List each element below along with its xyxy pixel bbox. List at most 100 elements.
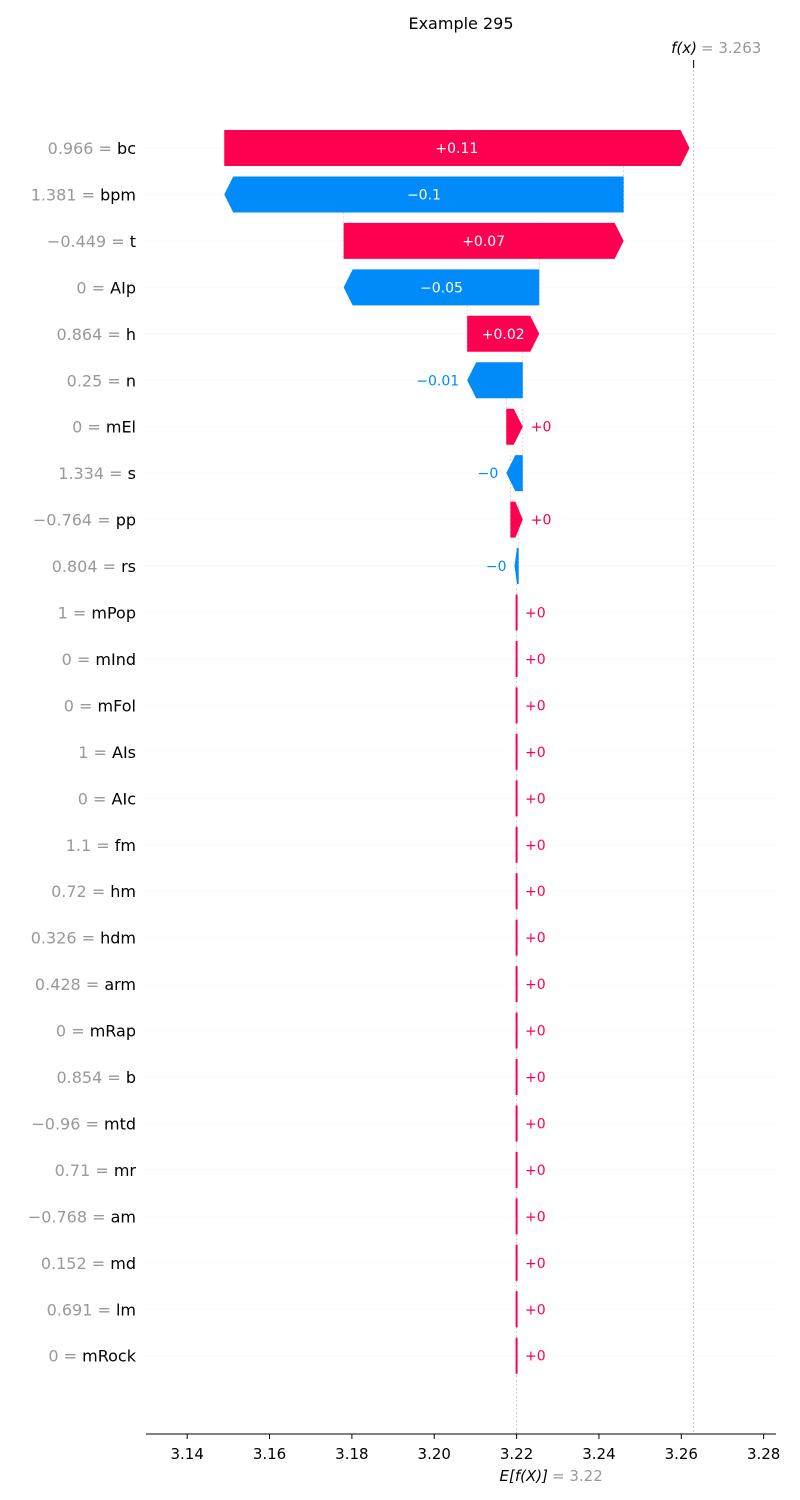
feature-label: 0.864 = h bbox=[56, 325, 136, 344]
x-tick-label: 3.26 bbox=[665, 1445, 698, 1463]
feature-label: 0 = mFol bbox=[64, 696, 136, 715]
bar bbox=[343, 269, 540, 306]
bar-value-label: +0 bbox=[525, 1163, 546, 1179]
bar-value-label: +0 bbox=[525, 1256, 546, 1272]
feature-value: 0.72 = bbox=[51, 882, 110, 901]
x-tick-label: 3.14 bbox=[170, 1445, 203, 1463]
fx-value-text: = 3.263 bbox=[701, 39, 761, 57]
x-tick-label: 3.28 bbox=[747, 1445, 780, 1463]
feature-value: 0.966 = bbox=[48, 139, 117, 158]
feature-label: 1.334 = s bbox=[58, 464, 136, 483]
feature-name: mRap bbox=[90, 1022, 136, 1041]
bar bbox=[506, 455, 523, 492]
feature-label: 0.152 = md bbox=[41, 1254, 136, 1273]
bar-value-label: +0.07 bbox=[462, 234, 505, 250]
feature-name: b bbox=[126, 1068, 136, 1087]
feature-value: 0.804 = bbox=[52, 557, 121, 576]
feature-value: 0 = bbox=[72, 418, 106, 437]
bar bbox=[343, 222, 624, 259]
feature-value: 1 = bbox=[78, 743, 112, 762]
feature-value: 0 = bbox=[56, 1022, 90, 1041]
feature-value: 0.854 = bbox=[56, 1068, 125, 1087]
feature-value: 0.326 = bbox=[31, 929, 100, 948]
feature-label: 0.326 = hdm bbox=[31, 929, 136, 948]
feature-value: 0 = bbox=[62, 650, 96, 669]
bar-value-label: +0 bbox=[525, 931, 546, 947]
feature-name: mr bbox=[114, 1161, 137, 1180]
feature-label: 1.1 = fm bbox=[66, 836, 136, 855]
bar-value-label: +0 bbox=[525, 698, 546, 714]
bar-value-label: −0.05 bbox=[420, 280, 463, 296]
feature-label: 0.71 = mr bbox=[55, 1161, 137, 1180]
feature-name: mFol bbox=[98, 696, 136, 715]
ex-annotation: E[f(X)] = 3.22 bbox=[500, 1467, 603, 1485]
bar bbox=[224, 130, 690, 166]
feature-name: mPop bbox=[91, 604, 136, 623]
feature-value: 0.152 = bbox=[41, 1254, 110, 1273]
bar-value-label: +0 bbox=[525, 1070, 546, 1086]
row-labels: 0.966 = bc +0.11 1.381 = bpm −0.1 −0.449 = t… bbox=[28, 139, 552, 1366]
feature-label: 0 = mEl bbox=[72, 418, 136, 437]
feature-label: 0.428 = arm bbox=[35, 975, 136, 994]
feature-label: 0.691 = lm bbox=[47, 1300, 136, 1319]
bar-value-label: +0 bbox=[525, 884, 546, 900]
feature-label: 0 = mInd bbox=[62, 650, 136, 669]
x-tick-label: 3.24 bbox=[582, 1445, 615, 1463]
feature-value: 1 = bbox=[58, 604, 92, 623]
feature-name: md bbox=[110, 1254, 136, 1273]
bar-value-label: +0 bbox=[525, 652, 546, 668]
bar-value-label: +0.11 bbox=[435, 141, 478, 157]
feature-label: 0 = mRock bbox=[48, 1347, 136, 1366]
feature-name: h bbox=[126, 325, 136, 344]
x-axis: 3.14 3.16 3.18 3.20 3.22 3.24 3.26 3.28 bbox=[146, 1433, 780, 1463]
feature-label: 0.25 = n bbox=[67, 371, 136, 390]
bar bbox=[510, 501, 523, 538]
feature-label: 1.381 = bpm bbox=[31, 185, 136, 204]
bar-value-label: +0 bbox=[525, 1302, 546, 1318]
feature-name: AIp bbox=[110, 278, 136, 297]
ex-label-text: E[f(X)] bbox=[500, 1467, 549, 1485]
bar-value-label: −0.01 bbox=[416, 373, 459, 389]
feature-value: −0.764 = bbox=[33, 511, 116, 530]
bar-value-label: +0 bbox=[525, 1209, 546, 1225]
feature-value: 1.1 = bbox=[66, 836, 115, 855]
feature-value: 0.25 = bbox=[67, 371, 126, 390]
bar-value-label: −0 bbox=[478, 466, 499, 482]
feature-name: bc bbox=[117, 139, 136, 158]
feature-label: −0.96 = mtd bbox=[31, 1114, 136, 1133]
feature-label: 0.804 = rs bbox=[52, 557, 136, 576]
bar-value-label: +0 bbox=[531, 513, 552, 529]
feature-name: AIs bbox=[112, 743, 136, 762]
feature-name: am bbox=[111, 1207, 136, 1226]
bar-value-label: −0.1 bbox=[407, 187, 441, 203]
feature-name: mRock bbox=[82, 1347, 137, 1366]
fx-label-text: f(x) bbox=[671, 39, 697, 57]
feature-name: mEl bbox=[106, 418, 136, 437]
feature-label: 0.966 = bc bbox=[48, 139, 136, 158]
feature-name: pp bbox=[116, 511, 136, 530]
bar-value-label: +0.02 bbox=[482, 327, 525, 343]
feature-value: −0.96 = bbox=[31, 1114, 104, 1133]
feature-value: 0.691 = bbox=[47, 1300, 116, 1319]
feature-value: 0 = bbox=[76, 278, 110, 297]
feature-name: rs bbox=[121, 557, 136, 576]
bar-value-label: +0 bbox=[525, 745, 546, 761]
x-tick-label: 3.20 bbox=[418, 1445, 451, 1463]
feature-name: bpm bbox=[100, 185, 136, 204]
bar-value-label: +0 bbox=[525, 838, 546, 854]
feature-name: t bbox=[130, 232, 136, 251]
bar bbox=[467, 362, 523, 399]
bar bbox=[514, 548, 519, 585]
x-tick-label: 3.18 bbox=[335, 1445, 368, 1463]
bar bbox=[224, 176, 624, 213]
feature-label: 0.72 = hm bbox=[51, 882, 136, 901]
feature-label: 0.854 = b bbox=[56, 1068, 136, 1087]
chart-title: Example 295 bbox=[408, 14, 513, 33]
feature-name: s bbox=[128, 464, 136, 483]
feature-value: −0.449 = bbox=[47, 232, 130, 251]
bar-value-label: −0 bbox=[486, 559, 507, 575]
feature-value: 1.334 = bbox=[58, 464, 127, 483]
feature-value: 1.381 = bbox=[31, 185, 100, 204]
x-tick-label: 3.16 bbox=[253, 1445, 286, 1463]
